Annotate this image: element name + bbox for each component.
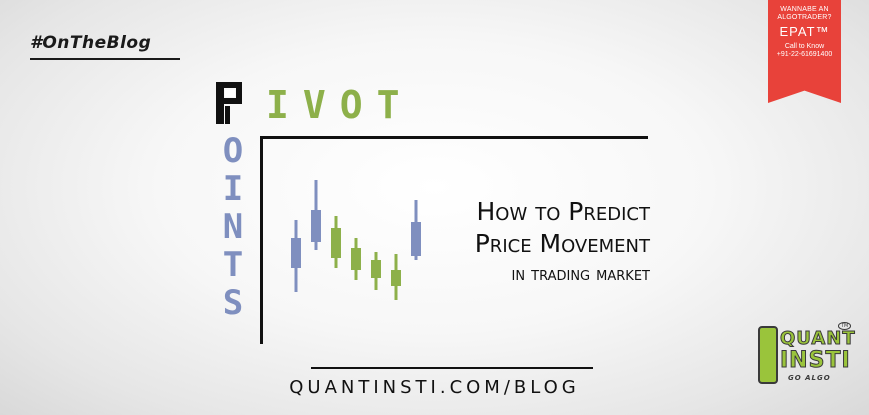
blog-url[interactable]: QUANTINSTI.COM/BLOG [289,377,580,398]
frame-left-rule [260,136,263,344]
candlestick-illustration [291,180,421,300]
frame-top-rule [260,136,648,139]
ribbon-epat: EPAT™ [779,24,830,39]
candle-body [331,228,341,258]
candle-body [291,238,301,268]
points-letter-t: T [222,245,244,285]
logo-q-icon [758,326,778,384]
logo-text-insti: INSTI [780,348,851,374]
headline-line-3: in trading market [511,263,650,285]
points-letter-s: S [222,283,244,323]
ribbon-tagline: WANNABE AN ALGOTRADER? [777,6,832,21]
epat-ribbon[interactable]: WANNABE AN ALGOTRADER? EPAT™ Call to Kno… [768,0,841,103]
candle-body [391,270,401,286]
candle-body [311,210,321,242]
hashtag-underline [30,58,180,60]
points-letter-n: N [222,207,244,247]
ribbon-phone: +91-22-61691400 [776,51,833,58]
logo-trademark: TM [838,322,852,330]
points-letter-i: I [222,169,244,209]
headline-line-2: Price Movement [474,229,650,258]
ribbon-call-label: Call to Know [784,43,825,50]
headline: How to Predict Price Movement in trading… [475,196,650,288]
headline-line-1: How to Predict [476,197,650,226]
points-letter-o: O [222,131,244,171]
quantinsti-logo: QUANT INSTI GO ALGO TM [758,320,855,394]
candle-body [351,248,361,270]
candle-body [371,260,381,278]
logo-text-quant: QUANT [780,328,856,350]
logo-text-go-algo: GO ALGO [788,374,831,382]
pixel-p-letter [216,82,242,124]
hashtag-label: #OnTheBlog [30,33,152,53]
candle-body [411,222,421,256]
pivot-word: IVOT [266,83,414,127]
url-top-rule [311,367,593,369]
points-vertical-word: O I N T S [219,132,247,322]
